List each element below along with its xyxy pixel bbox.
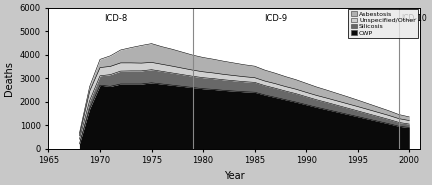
Text: ICD-9: ICD-9 xyxy=(264,14,287,23)
Y-axis label: Deaths: Deaths xyxy=(4,61,14,96)
Text: ICD-10: ICD-10 xyxy=(402,14,427,23)
Text: ICD-8: ICD-8 xyxy=(104,14,127,23)
Legend: Asbestosis, Unspecified/Other, Silicosis, CWP: Asbestosis, Unspecified/Other, Silicosis… xyxy=(349,9,418,38)
X-axis label: Year: Year xyxy=(224,171,245,181)
